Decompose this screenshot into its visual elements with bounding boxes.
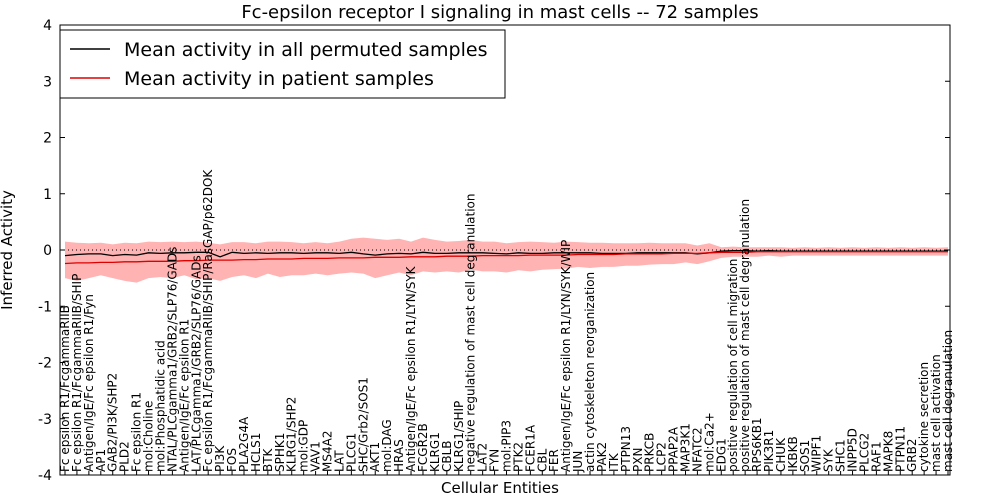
x-entity-label: LAT/PLCgamma1/GRB2/SLP76/GADs <box>189 255 203 472</box>
x-entity-label: EDG1 <box>714 438 728 472</box>
x-entity-label: RAF1 <box>869 441 883 472</box>
x-entity-label: FCER1A <box>523 424 537 472</box>
y-tick-label: 3 <box>43 74 52 90</box>
x-entity-label: CBL <box>535 448 549 472</box>
x-entity-label: positive regulation of mast cell degranu… <box>738 199 752 472</box>
x-entity-label: Antigen/IgE/Fc epsilon R1/Fyn <box>82 294 96 472</box>
x-entity-label: CBLB <box>440 440 454 472</box>
x-entity-label: SHC1 <box>834 439 848 472</box>
x-entity-label: FCGR2B <box>416 423 430 472</box>
y-tick-label: -1 <box>38 299 52 315</box>
x-entity-label: AP1 <box>94 449 108 472</box>
x-entity-label: GAB2/PI3K/SHP2 <box>106 373 120 472</box>
x-entity-label: PLA2G4A <box>237 416 251 472</box>
x-entity-label: SOS1 <box>798 440 812 472</box>
x-entity-label: KLRG1/SHIP <box>452 401 466 472</box>
x-entity-label: mast cell degranulation <box>941 330 955 472</box>
x-entity-label: AKT1 <box>368 442 382 472</box>
x-entity-label: Antigen/IgE/Fc epsilon R1/LYN/SYK/WIP <box>559 240 573 472</box>
x-entity-label: MAP3K1 <box>679 423 693 472</box>
x-entity-label: Fc epsilon R1/FcgammaRIIB <box>58 305 72 472</box>
x-entity-label: mol:Phosphatidic acid <box>154 340 168 472</box>
x-entity-label: PIK3R1 <box>762 430 776 472</box>
x-entity-label: BTK <box>261 447 275 472</box>
x-entity-label: Antigen/IgE/Fc epsilon R1 <box>177 319 191 472</box>
x-entity-label: PXN <box>631 448 645 472</box>
x-entity-label: KLRG1/SHP2 <box>285 397 299 472</box>
y-tick-label: 0 <box>43 243 52 259</box>
x-entity-label: LAT2 <box>476 443 490 472</box>
y-tick-label: 4 <box>43 18 52 34</box>
x-entity-label: HRAS <box>392 439 406 472</box>
x-entity-label: VAV1 <box>309 441 323 472</box>
x-entity-label: PRKCB <box>643 433 657 472</box>
x-entity-label: NTAL/PLCgamma1/GRB2/SLP76/GADs <box>165 247 179 472</box>
x-entity-label: mol:PIP3 <box>500 420 514 472</box>
x-entity-label: MS4A2 <box>321 431 335 472</box>
x-entity-label: PPAP2A <box>667 426 681 472</box>
x-entity-label: FYN <box>488 449 502 472</box>
x-entity-label: JUN <box>571 451 585 473</box>
x-entity-label: FOS <box>225 448 239 472</box>
x-entity-label: Antigen/IgE/Fc epsilon R1/LYN/SYK <box>404 265 418 472</box>
x-entity-label: cytokine secretion <box>917 362 931 472</box>
x-entity-label: PTK2 <box>511 442 525 472</box>
x-entity-label: CHUK <box>774 437 788 472</box>
x-entity-label: mol:DAG <box>380 419 394 472</box>
y-tick-label: -3 <box>38 412 52 428</box>
legend-box <box>59 29 506 99</box>
y-axis-label: Inferred Activity <box>0 190 16 310</box>
x-entity-label: FER <box>547 449 561 472</box>
x-entity-label: SYK <box>822 448 836 472</box>
x-entity-label: mol:Ca2+ <box>702 412 716 472</box>
x-entity-label: PLD2 <box>118 441 132 472</box>
x-entity-label: MAPK8 <box>881 431 895 472</box>
legend-label-patient: Mean activity in patient samples <box>124 68 434 90</box>
confidence-band-layer <box>65 237 948 283</box>
x-entity-label: PLCG2 <box>858 433 872 472</box>
x-entity-label: PTPN11 <box>893 426 907 472</box>
x-entity-label: LCP2 <box>655 442 669 472</box>
x-entity-label: NFATC2 <box>690 427 704 472</box>
y-tick-label: -4 <box>38 468 52 484</box>
x-entity-label: IKBKB <box>786 436 800 472</box>
permuted-activity-band <box>65 237 948 283</box>
x-entity-label: PTPN13 <box>619 426 633 472</box>
x-entity-label: GRB2 <box>905 438 919 472</box>
x-entity-label: KLRG1 <box>428 432 442 472</box>
legend: Mean activity in all permuted samples Me… <box>59 29 506 99</box>
x-entity-label: Fc epsilon R1/FcgammaRIIB/SHIP/RasGAP/p6… <box>201 169 215 472</box>
legend-label-permuted: Mean activity in all permuted samples <box>124 39 487 61</box>
x-entity-label: Fc epsilon R1 <box>130 392 144 472</box>
x-entity-label: PI3K <box>213 445 227 472</box>
y-axis-ticks: -4 -3 -2 -1 0 1 2 3 4 <box>38 18 950 484</box>
x-entity-label: mol:GDP <box>297 420 311 472</box>
series-line-layer <box>64 249 948 265</box>
x-entity-label: mast cell activation <box>929 354 943 472</box>
x-entity-label: Fc epsilon R1/FcgammaRIIB/SHIP <box>70 274 84 472</box>
y-tick-label: 1 <box>43 187 52 203</box>
x-entity-label: PAK2 <box>595 442 609 472</box>
x-entity-label: INPP5D <box>846 428 860 472</box>
patient-mean-line <box>64 251 948 265</box>
x-entity-label: negative regulation of mast cell degranu… <box>464 193 478 472</box>
x-entity-label: PLCG1 <box>344 433 358 472</box>
x-entity-label: HCLS1 <box>249 433 263 472</box>
x-entity-label: RPS6KB1 <box>750 417 764 472</box>
x-entity-label: SPHK1 <box>273 433 287 472</box>
x-axis-label: Cellular Entities <box>441 479 559 497</box>
chart-title: Fc-epsilon receptor I signaling in mast … <box>241 2 758 23</box>
x-entity-label: positive regulation of cell migration <box>726 259 740 472</box>
x-entity-label: actin cytoskeleton reorganization <box>583 272 597 472</box>
x-entity-label: WIPF1 <box>810 435 824 472</box>
y-tick-label: -2 <box>38 356 52 372</box>
x-entity-label: mol:Choline <box>142 401 156 472</box>
x-entity-label: SHC/Grb2/SOS1 <box>356 377 370 472</box>
x-entity-label: LAT <box>332 450 346 472</box>
y-tick-label: 2 <box>43 131 52 147</box>
x-entity-label: ITK <box>607 452 621 472</box>
